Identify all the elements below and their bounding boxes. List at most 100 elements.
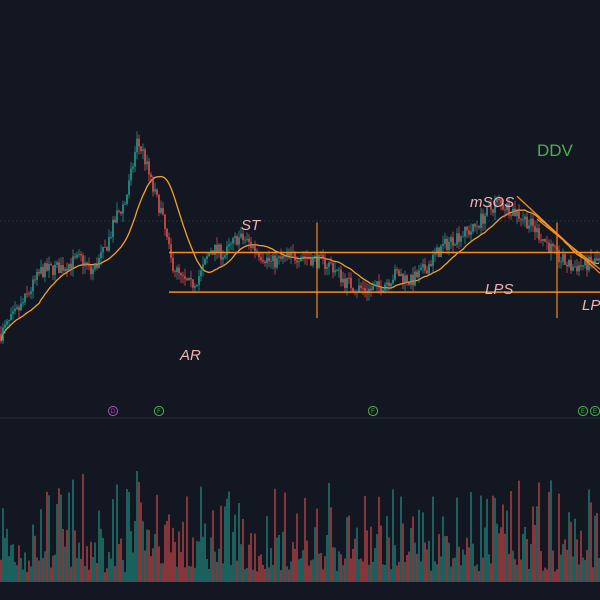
candle[interactable] (432, 250, 434, 273)
candle[interactable] (324, 252, 326, 276)
candle[interactable] (28, 291, 30, 297)
candle[interactable] (248, 234, 250, 250)
candle[interactable] (468, 225, 470, 238)
candle[interactable] (206, 252, 208, 264)
candle[interactable] (350, 272, 352, 292)
candle[interactable] (570, 255, 572, 275)
candle[interactable] (308, 252, 310, 260)
candle[interactable] (282, 251, 284, 264)
candle[interactable] (138, 134, 140, 155)
candle[interactable] (8, 319, 10, 327)
candle[interactable] (216, 237, 218, 260)
candle[interactable] (190, 270, 192, 288)
candle[interactable] (112, 216, 114, 243)
candle[interactable] (66, 262, 68, 277)
candle[interactable] (82, 252, 84, 275)
candle[interactable] (372, 281, 374, 291)
candle[interactable] (178, 264, 180, 280)
candle[interactable] (514, 200, 516, 217)
candle[interactable] (358, 278, 360, 294)
candle[interactable] (174, 269, 176, 278)
candle[interactable] (486, 206, 488, 217)
candle[interactable] (424, 257, 426, 274)
candle[interactable] (166, 227, 168, 240)
candle[interactable] (576, 258, 578, 275)
candle[interactable] (234, 232, 236, 245)
candle[interactable] (580, 257, 582, 271)
candle[interactable] (560, 256, 562, 269)
candle[interactable] (264, 259, 266, 267)
candle[interactable] (94, 262, 96, 272)
candle[interactable] (336, 268, 338, 272)
candle[interactable] (276, 253, 278, 270)
candle[interactable] (398, 268, 400, 277)
event-marker[interactable]: E (577, 405, 589, 417)
candle[interactable] (184, 268, 186, 286)
candle[interactable] (482, 208, 484, 231)
candle[interactable] (18, 304, 20, 319)
candle[interactable] (2, 323, 4, 344)
candle[interactable] (164, 214, 166, 236)
candle[interactable] (542, 238, 544, 247)
candle[interactable] (504, 206, 506, 218)
candle[interactable] (388, 278, 390, 291)
candle[interactable] (202, 256, 204, 277)
candle[interactable] (494, 195, 496, 221)
candle[interactable] (268, 250, 270, 267)
candle[interactable] (104, 239, 106, 248)
candle[interactable] (318, 254, 320, 270)
candle[interactable] (0, 326, 2, 344)
event-marker[interactable]: D (107, 405, 119, 417)
candle[interactable] (24, 293, 26, 306)
candle[interactable] (578, 261, 580, 277)
candle[interactable] (426, 265, 428, 274)
candle[interactable] (456, 228, 458, 248)
candle[interactable] (182, 271, 184, 284)
candle[interactable] (144, 147, 146, 171)
candle[interactable] (198, 269, 200, 291)
candle[interactable] (416, 269, 418, 279)
candle[interactable] (218, 243, 220, 258)
candle[interactable] (378, 274, 380, 294)
candle[interactable] (574, 260, 576, 268)
candle[interactable] (44, 261, 46, 283)
candle[interactable] (38, 269, 40, 277)
candle[interactable] (492, 208, 494, 217)
candle[interactable] (462, 231, 464, 238)
candle[interactable] (232, 236, 234, 251)
candle[interactable] (78, 249, 80, 258)
candle[interactable] (176, 265, 178, 280)
candle[interactable] (288, 248, 290, 260)
candle[interactable] (404, 270, 406, 291)
candle[interactable] (6, 318, 8, 328)
candle[interactable] (242, 230, 244, 245)
candle[interactable] (26, 285, 28, 298)
candle[interactable] (572, 264, 574, 272)
candle[interactable] (146, 154, 148, 170)
candle[interactable] (562, 248, 564, 266)
candle[interactable] (442, 235, 444, 254)
candle[interactable] (516, 208, 518, 224)
candle[interactable] (72, 249, 74, 277)
candle[interactable] (150, 172, 152, 183)
candle[interactable] (500, 198, 502, 211)
candle[interactable] (100, 244, 102, 266)
candle[interactable] (334, 262, 336, 277)
candle[interactable] (502, 199, 504, 211)
candle[interactable] (30, 286, 32, 299)
candle[interactable] (126, 193, 128, 206)
candle[interactable] (466, 226, 468, 238)
candle[interactable] (252, 244, 254, 250)
candle[interactable] (480, 207, 482, 234)
candle[interactable] (474, 223, 476, 232)
candle[interactable] (534, 220, 536, 241)
candle[interactable] (12, 305, 14, 320)
candle[interactable] (108, 229, 110, 253)
candle[interactable] (246, 232, 248, 243)
candle[interactable] (52, 265, 54, 281)
candle[interactable] (510, 213, 512, 220)
candle[interactable] (140, 145, 142, 154)
candle[interactable] (328, 261, 330, 275)
candle[interactable] (540, 233, 542, 244)
candle[interactable] (154, 182, 156, 195)
